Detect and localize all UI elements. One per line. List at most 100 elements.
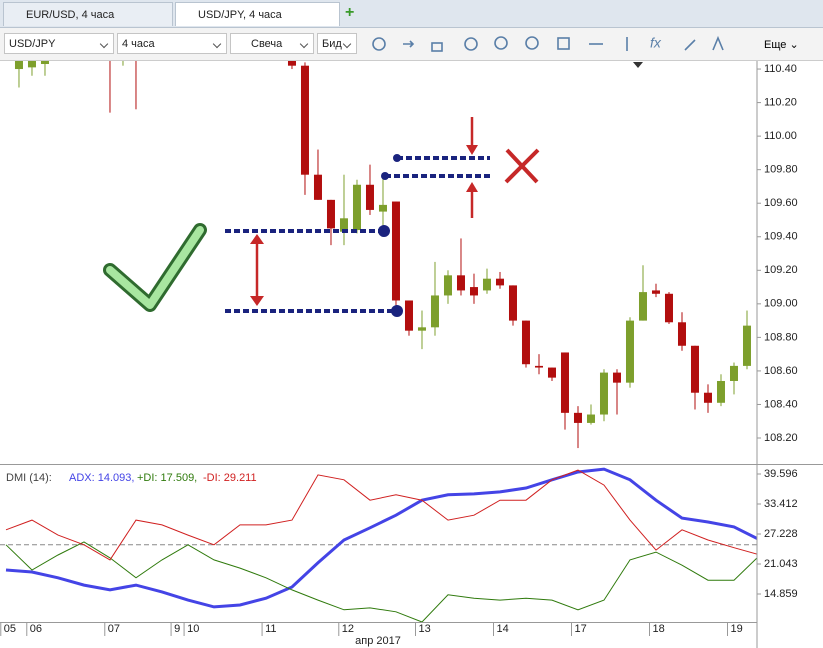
symbol-select[interactable]: USD/JPY (4, 33, 114, 54)
y-tick-label: 14.859 (764, 588, 798, 600)
more-label: Еще (764, 39, 787, 51)
x-tick-label: 17 (574, 623, 586, 635)
legend-entry: +DI: 17.509, (137, 472, 197, 484)
timeframe-select[interactable]: 4 часа (117, 33, 227, 54)
x-tick-label: 18 (652, 623, 664, 635)
toolbar-icons: fx (372, 35, 724, 52)
candle-body (677, 322, 686, 346)
x-tick-label: 07 (108, 623, 120, 635)
y-tick-label: 109.20 (764, 264, 798, 276)
candle-body (716, 380, 725, 403)
candle-body (443, 275, 452, 296)
fx-icon[interactable]: fx (650, 35, 662, 51)
x-tick-label: 05 (4, 623, 16, 635)
candle-body (287, 61, 296, 66)
y-tick-label: 108.20 (764, 432, 798, 444)
x-tick-label: 13 (418, 623, 430, 635)
x-tick-label: 06 (30, 623, 42, 635)
y-tick-label: 108.40 (764, 398, 798, 410)
chart-style-select[interactable]: Свеча (230, 33, 314, 54)
candle-body (560, 352, 569, 413)
lock-icon[interactable] (431, 42, 443, 52)
candle-body (40, 61, 49, 65)
candle-body (729, 365, 738, 381)
candle-body (638, 292, 647, 321)
dmi-line (5, 467, 757, 609)
more-button[interactable]: Еще ⌄ (764, 39, 799, 51)
candle-body (404, 300, 413, 331)
candle-body (339, 218, 348, 232)
candle-body (313, 174, 322, 200)
add-tab[interactable]: + (345, 4, 355, 21)
candle-body (430, 295, 439, 328)
y-tick-label: 27.228 (764, 528, 798, 540)
y-tick-label: 110.40 (764, 63, 797, 75)
legend-entry: -DI: 29.211 (203, 472, 257, 484)
y-tick-label: 108.80 (764, 331, 798, 343)
candle-body (27, 61, 36, 68)
y-tick-label: 109.40 (764, 231, 798, 243)
x-tick-label: 14 (496, 623, 508, 635)
clock-icon[interactable] (464, 37, 478, 51)
y-tick-label: 109.60 (764, 197, 798, 209)
x-tick-label: 10 (187, 623, 199, 635)
x-tick-label: 11 (265, 623, 276, 635)
x-tick-label: 9 (174, 623, 180, 635)
draw-icon[interactable] (684, 39, 696, 51)
candle-body (703, 392, 712, 403)
candle-body (326, 199, 335, 229)
candle-body (417, 327, 426, 331)
tab[interactable]: USD/JPY, 4 часа (175, 2, 340, 26)
candle-body (521, 320, 530, 365)
candle-body (495, 278, 504, 286)
dmi-line (5, 469, 757, 561)
y-tick-label: 33.412 (764, 498, 798, 510)
scroll-marker (633, 62, 643, 68)
refresh-icon[interactable] (372, 37, 386, 51)
candle-body (14, 61, 23, 70)
indicator-title: DMI (14): (6, 472, 52, 484)
zoom-area-icon[interactable] (557, 37, 570, 50)
zoom-in-icon[interactable] (494, 36, 508, 50)
tab-bar: EUR/USD, 4 часа USD/JPY, 4 часа + (0, 0, 823, 28)
x-tick-label: 19 (730, 623, 742, 635)
tab-label: EUR/USD, 4 часа (26, 9, 115, 21)
zoom-out-icon[interactable] (525, 36, 539, 50)
candle-body (742, 325, 751, 366)
tab[interactable]: EUR/USD, 4 часа (3, 2, 173, 26)
shift-icon[interactable] (403, 40, 415, 48)
candle-body (599, 372, 608, 415)
candle-body (469, 287, 478, 296)
toolbar: USD/JPY 4 часа Свеча Бид fx Еще ⌄ (0, 28, 823, 61)
text-icon[interactable] (712, 35, 724, 51)
y-tick-label: 110.20 (764, 96, 797, 108)
candle-body (300, 65, 309, 175)
chart: DMI (14): ADX: 14.093, +DI: 17.509, -DI:… (0, 61, 823, 648)
x-period-label: апр 2017 (355, 635, 401, 647)
price-panel (14, 61, 751, 449)
candle-body (352, 184, 361, 231)
dmi-line (5, 541, 757, 622)
annotations (103, 117, 540, 317)
candle-body (365, 184, 374, 210)
tab-label: USD/JPY, 4 часа (198, 9, 282, 21)
candle-body (664, 293, 673, 323)
y-tick-label: 110.00 (764, 130, 797, 142)
candle-body (586, 414, 595, 423)
candle-body (378, 204, 387, 212)
candle-body (573, 412, 582, 423)
x-tick-label: 12 (342, 623, 354, 635)
y-tick-label: 21.043 (764, 558, 798, 570)
candle-body (482, 278, 491, 291)
candle-body (508, 285, 517, 321)
y-tick-label: 109.80 (764, 164, 798, 176)
candle-body (456, 275, 465, 291)
candle-body (651, 290, 660, 294)
candle-body (547, 367, 556, 378)
candle-body (625, 320, 634, 383)
price-type-select[interactable]: Бид (317, 33, 357, 54)
y-tick-label: 109.00 (764, 298, 798, 310)
y-tick-label: 108.60 (764, 365, 798, 377)
candle-body (690, 345, 699, 393)
